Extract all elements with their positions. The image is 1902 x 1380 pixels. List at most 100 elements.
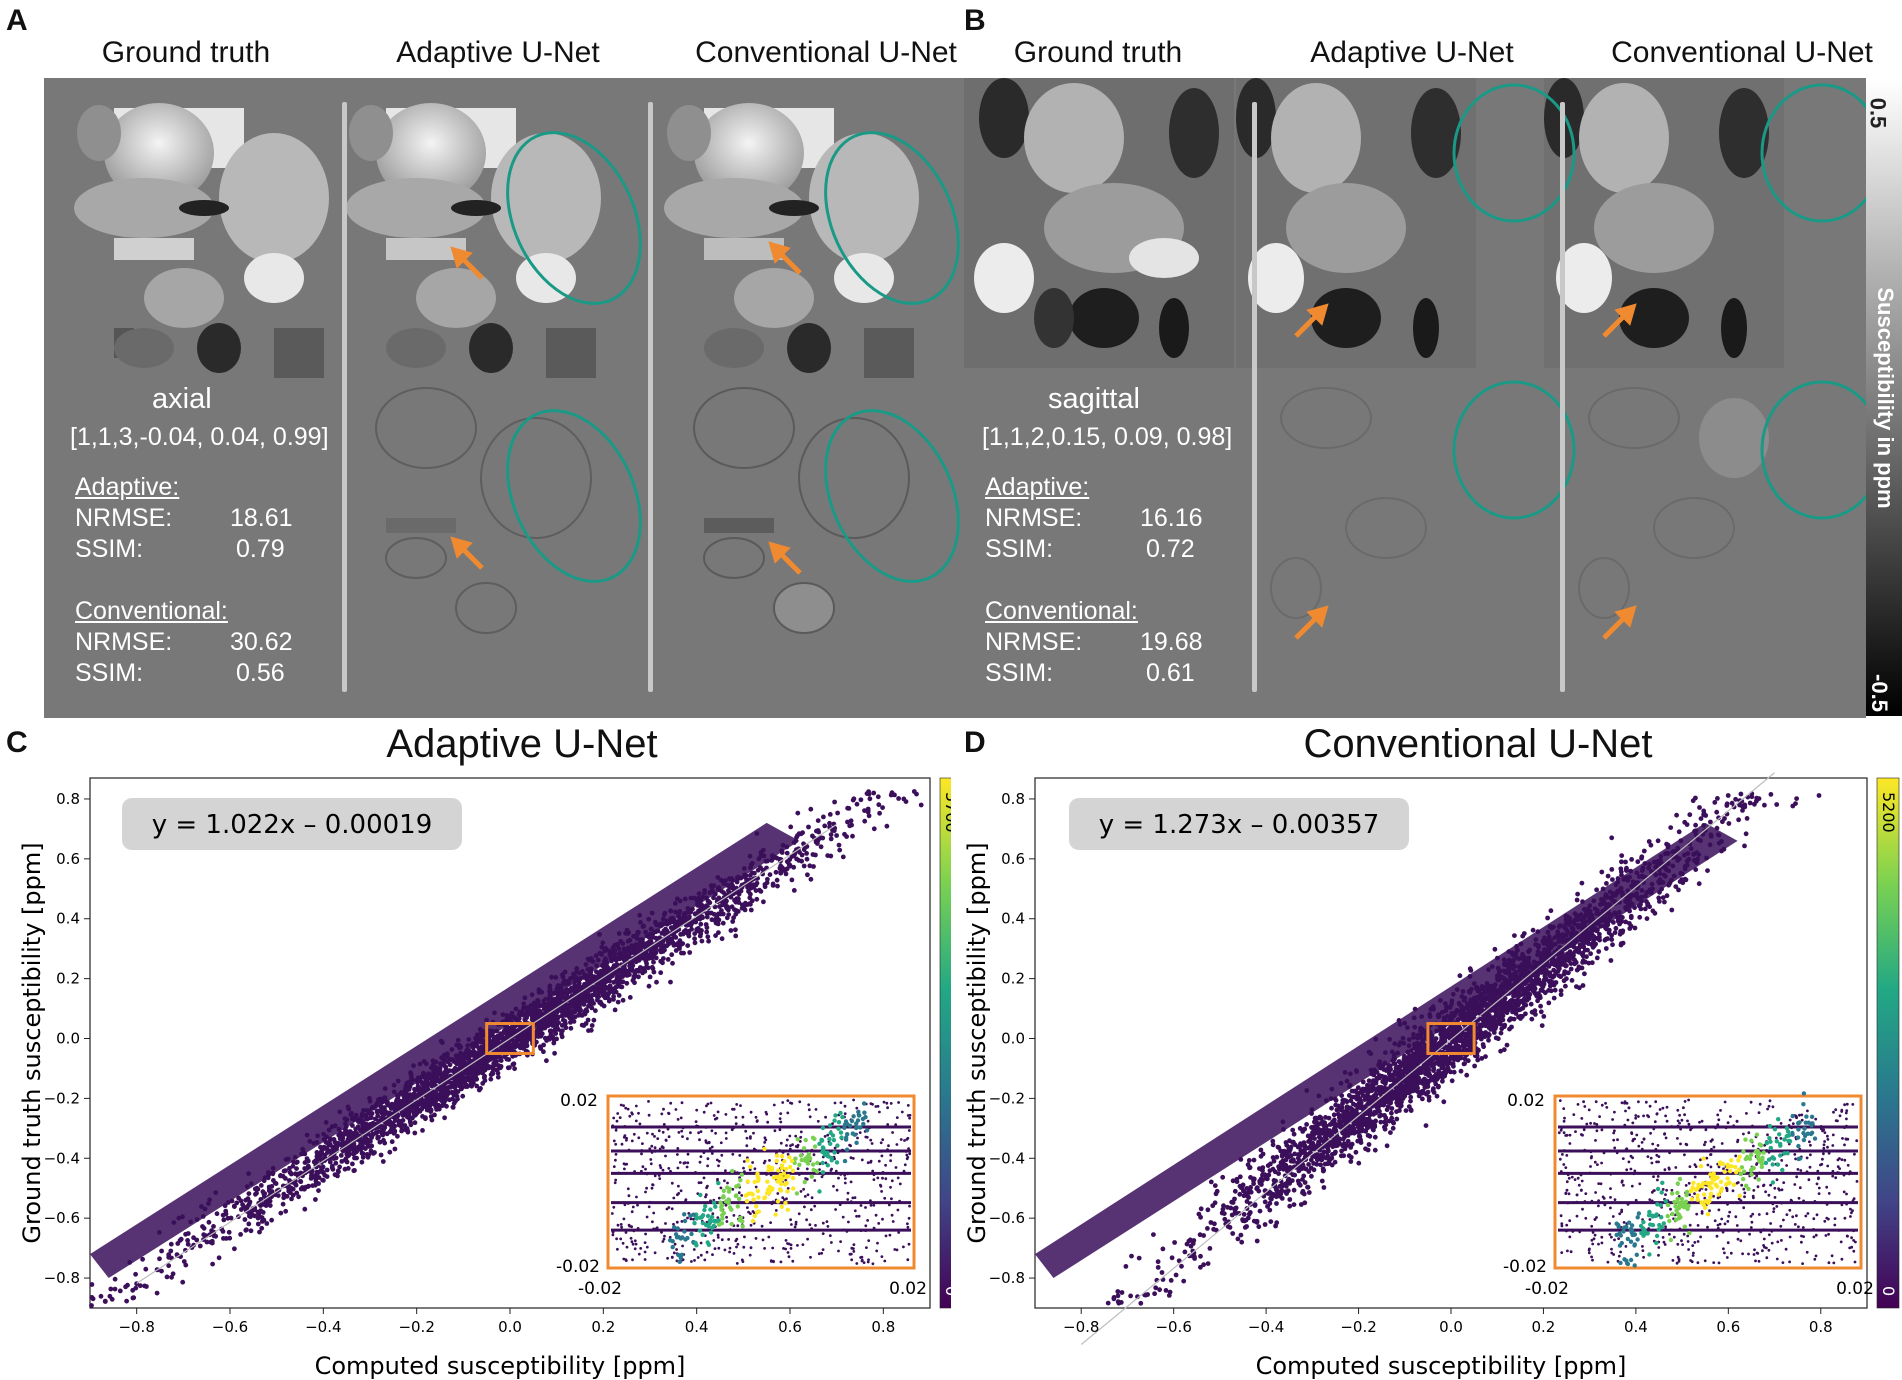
inset-dense-point [839, 1135, 844, 1140]
scatter-point [508, 1028, 514, 1033]
scatter-point [626, 954, 632, 960]
scatter-point [474, 1083, 480, 1089]
inset-point [612, 1205, 616, 1209]
inset-dense-point [790, 1175, 796, 1181]
scatter-point [284, 1193, 290, 1199]
scatter-point [808, 876, 814, 882]
scatter-point [255, 1221, 261, 1227]
inset-dense-point [801, 1146, 807, 1151]
scatter-point [726, 912, 732, 917]
inset-point [702, 1110, 706, 1114]
inset-point [724, 1137, 728, 1140]
scatter-point [862, 808, 867, 813]
scatter-point [245, 1203, 251, 1208]
col-title-gt-b: Ground truth [1013, 36, 1183, 69]
inset-point [653, 1251, 657, 1255]
scatter-point [864, 791, 870, 796]
scatter-point [541, 1042, 546, 1048]
inset-point [820, 1175, 824, 1179]
scatter-point [791, 888, 797, 893]
arrow-marker [1294, 605, 1329, 640]
scatter-point [519, 1039, 525, 1045]
inset-point [764, 1138, 768, 1142]
scatter-point [1475, 1057, 1481, 1063]
scatter-point [731, 915, 736, 921]
inset-point [709, 1101, 713, 1105]
inset-dense-point [784, 1175, 790, 1180]
inset-point [706, 1141, 709, 1145]
inset-dense-point [828, 1141, 833, 1146]
inset-dense-point [803, 1158, 808, 1163]
ssim-value: 0.56 [236, 659, 285, 687]
scatter-point [808, 806, 814, 812]
inset-point [690, 1260, 693, 1263]
scatter-point [791, 853, 797, 859]
inset-dense-point [843, 1137, 849, 1142]
inset-dense-point [814, 1169, 820, 1174]
scatter-point [614, 956, 620, 962]
inset-point [785, 1144, 788, 1147]
scatter-point [678, 932, 684, 937]
scatter-point [283, 1208, 289, 1214]
inset-point [663, 1234, 666, 1238]
inset-point [781, 1101, 785, 1104]
inset-point [616, 1247, 619, 1251]
scatter-point [275, 1193, 281, 1198]
inset-point [808, 1223, 812, 1227]
inset-point [789, 1218, 792, 1222]
scatter-point [566, 1008, 572, 1014]
inset-point [799, 1135, 803, 1139]
inset-point [653, 1146, 657, 1150]
scatter-point [804, 851, 809, 856]
arrow-marker [1602, 605, 1637, 640]
scatter-point [278, 1210, 284, 1216]
inset-dense-point [774, 1158, 779, 1164]
inset-point [676, 1118, 680, 1121]
inset-point [760, 1224, 764, 1228]
scatter-point [511, 1061, 517, 1067]
scatter-point [889, 790, 895, 796]
inset-dense-point [817, 1141, 822, 1146]
inset-point [762, 1161, 766, 1165]
scatter-point [267, 1203, 273, 1208]
inset-point [809, 1255, 812, 1259]
phantom-a-ground-truth [74, 103, 329, 378]
inset-dense-point [835, 1143, 840, 1148]
scatter-point [1708, 819, 1713, 825]
scatter-point [619, 953, 625, 959]
inset-point [732, 1107, 736, 1111]
scatter-point [659, 946, 664, 952]
inset-point [679, 1189, 683, 1193]
scatter-point [347, 1151, 353, 1157]
inset-point [839, 1101, 843, 1104]
inset-point [713, 1247, 717, 1250]
inset-point [821, 1248, 825, 1251]
inset-point [825, 1220, 829, 1223]
inset-point [728, 1250, 731, 1254]
inset-point [637, 1136, 641, 1140]
inset-point [807, 1103, 811, 1107]
scatter-point [624, 980, 630, 986]
inset-point [645, 1131, 649, 1135]
scatter-point [488, 1076, 494, 1082]
inset-point [623, 1134, 627, 1138]
inset-point [814, 1224, 817, 1227]
scatter-point [866, 813, 872, 819]
inset-point [790, 1223, 793, 1226]
inset-point [622, 1257, 626, 1261]
inset-point [619, 1223, 623, 1226]
scatter-point [658, 970, 664, 976]
scatter-point [588, 987, 593, 993]
scatter-point [374, 1109, 380, 1115]
inset-point [641, 1165, 645, 1169]
inset-point [614, 1178, 618, 1182]
inset-point [793, 1225, 797, 1229]
scatter-point [450, 1105, 456, 1110]
nrmse-value: 19.68 [1140, 628, 1203, 656]
inset-point [735, 1103, 739, 1106]
inset-dense-point [670, 1244, 675, 1250]
inset-dense-point [762, 1146, 767, 1152]
scatter-point [370, 1132, 376, 1137]
inset-point [616, 1112, 620, 1115]
scatter-point [535, 1026, 540, 1032]
